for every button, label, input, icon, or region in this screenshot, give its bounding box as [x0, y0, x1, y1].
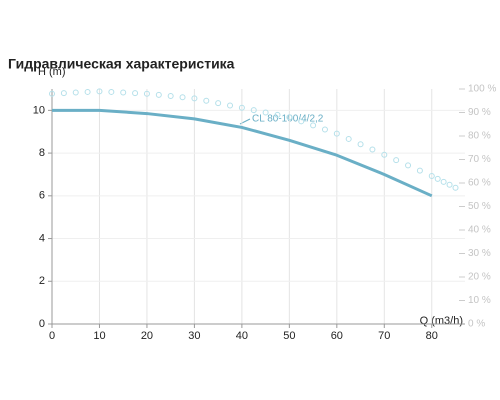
efficiency-dot: [357, 141, 364, 148]
efficiency-dot: [369, 146, 376, 153]
efficiency-point: [96, 88, 103, 95]
y-tick-label: 4: [39, 232, 45, 244]
efficiency-dot: [120, 89, 127, 96]
x-tick-label: 60: [331, 330, 343, 342]
efficiency-dot: [446, 181, 453, 188]
efficiency-dot: [60, 90, 67, 97]
x-tick-label: 30: [188, 330, 200, 342]
efficiency-dot: [203, 97, 210, 104]
efficiency-point: [286, 114, 293, 121]
efficiency-dot: [250, 107, 257, 114]
efficiency-dot: [132, 90, 139, 97]
x-tick-label: 20: [141, 330, 153, 342]
efficiency-dot: [179, 94, 186, 101]
efficiency-dot: [434, 175, 441, 182]
efficiency-point: [381, 151, 388, 158]
y2-tick-label: 80 %: [468, 131, 491, 142]
efficiency-dot: [405, 162, 412, 169]
efficiency-dot: [345, 135, 352, 142]
efficiency-point: [333, 130, 340, 137]
efficiency-dot: [72, 89, 79, 96]
x-tick-label: 70: [378, 330, 390, 342]
efficiency-point: [143, 90, 150, 97]
head-curve: [52, 108, 433, 198]
efficiency-dot: [440, 178, 447, 185]
efficiency-dot: [310, 122, 317, 129]
efficiency-dot: [227, 102, 234, 109]
y2-tick-label: 0 %: [468, 319, 485, 330]
x-tick-label: 50: [283, 330, 295, 342]
efficiency-dot: [321, 126, 328, 133]
y2-tick-label: 90 %: [468, 107, 491, 118]
efficiency-dot: [84, 88, 91, 95]
y2-tick-label: 70 %: [468, 154, 491, 165]
y-tick-label: 10: [33, 104, 45, 116]
efficiency-dot: [416, 167, 423, 174]
efficiency-dot: [108, 88, 115, 95]
efficiency-point: [428, 172, 435, 179]
x-tick-label: 80: [426, 330, 438, 342]
y2-tick-label: 30 %: [468, 248, 491, 259]
efficiency-dot: [262, 109, 269, 116]
x-tick-label: 0: [49, 330, 55, 342]
chart-title: Гидравлическая характеристика: [8, 56, 235, 72]
efficiency-point: [452, 184, 459, 191]
y2-tick-label: 20 %: [468, 272, 491, 283]
x-tick-label: 40: [236, 330, 248, 342]
efficiency-dot: [298, 118, 305, 125]
y-tick-label: 6: [39, 190, 45, 202]
y2-tick-label: 40 %: [468, 225, 491, 236]
y2-tick-label: 60 %: [468, 178, 491, 189]
x-axis-label: Q (m3/h): [420, 315, 463, 327]
y-tick-label: 0: [39, 318, 45, 330]
efficiency-dot: [215, 100, 222, 107]
efficiency-dot: [393, 157, 400, 164]
efficiency-dot: [274, 111, 281, 118]
y2-tick-label: 10 %: [468, 295, 491, 306]
efficiency-dot: [155, 91, 162, 98]
efficiency-dot: [167, 93, 174, 100]
y-tick-label: 2: [39, 275, 45, 287]
efficiency-point: [191, 95, 198, 102]
x-tick-label: 10: [93, 330, 105, 342]
y2-tick-label: 50 %: [468, 201, 491, 212]
efficiency-point: [238, 104, 245, 111]
efficiency-point: [49, 90, 55, 97]
y2-tick-label: 100 %: [468, 84, 496, 95]
y-axis-label: H (m): [38, 66, 66, 78]
y-tick-label: 8: [39, 147, 45, 159]
